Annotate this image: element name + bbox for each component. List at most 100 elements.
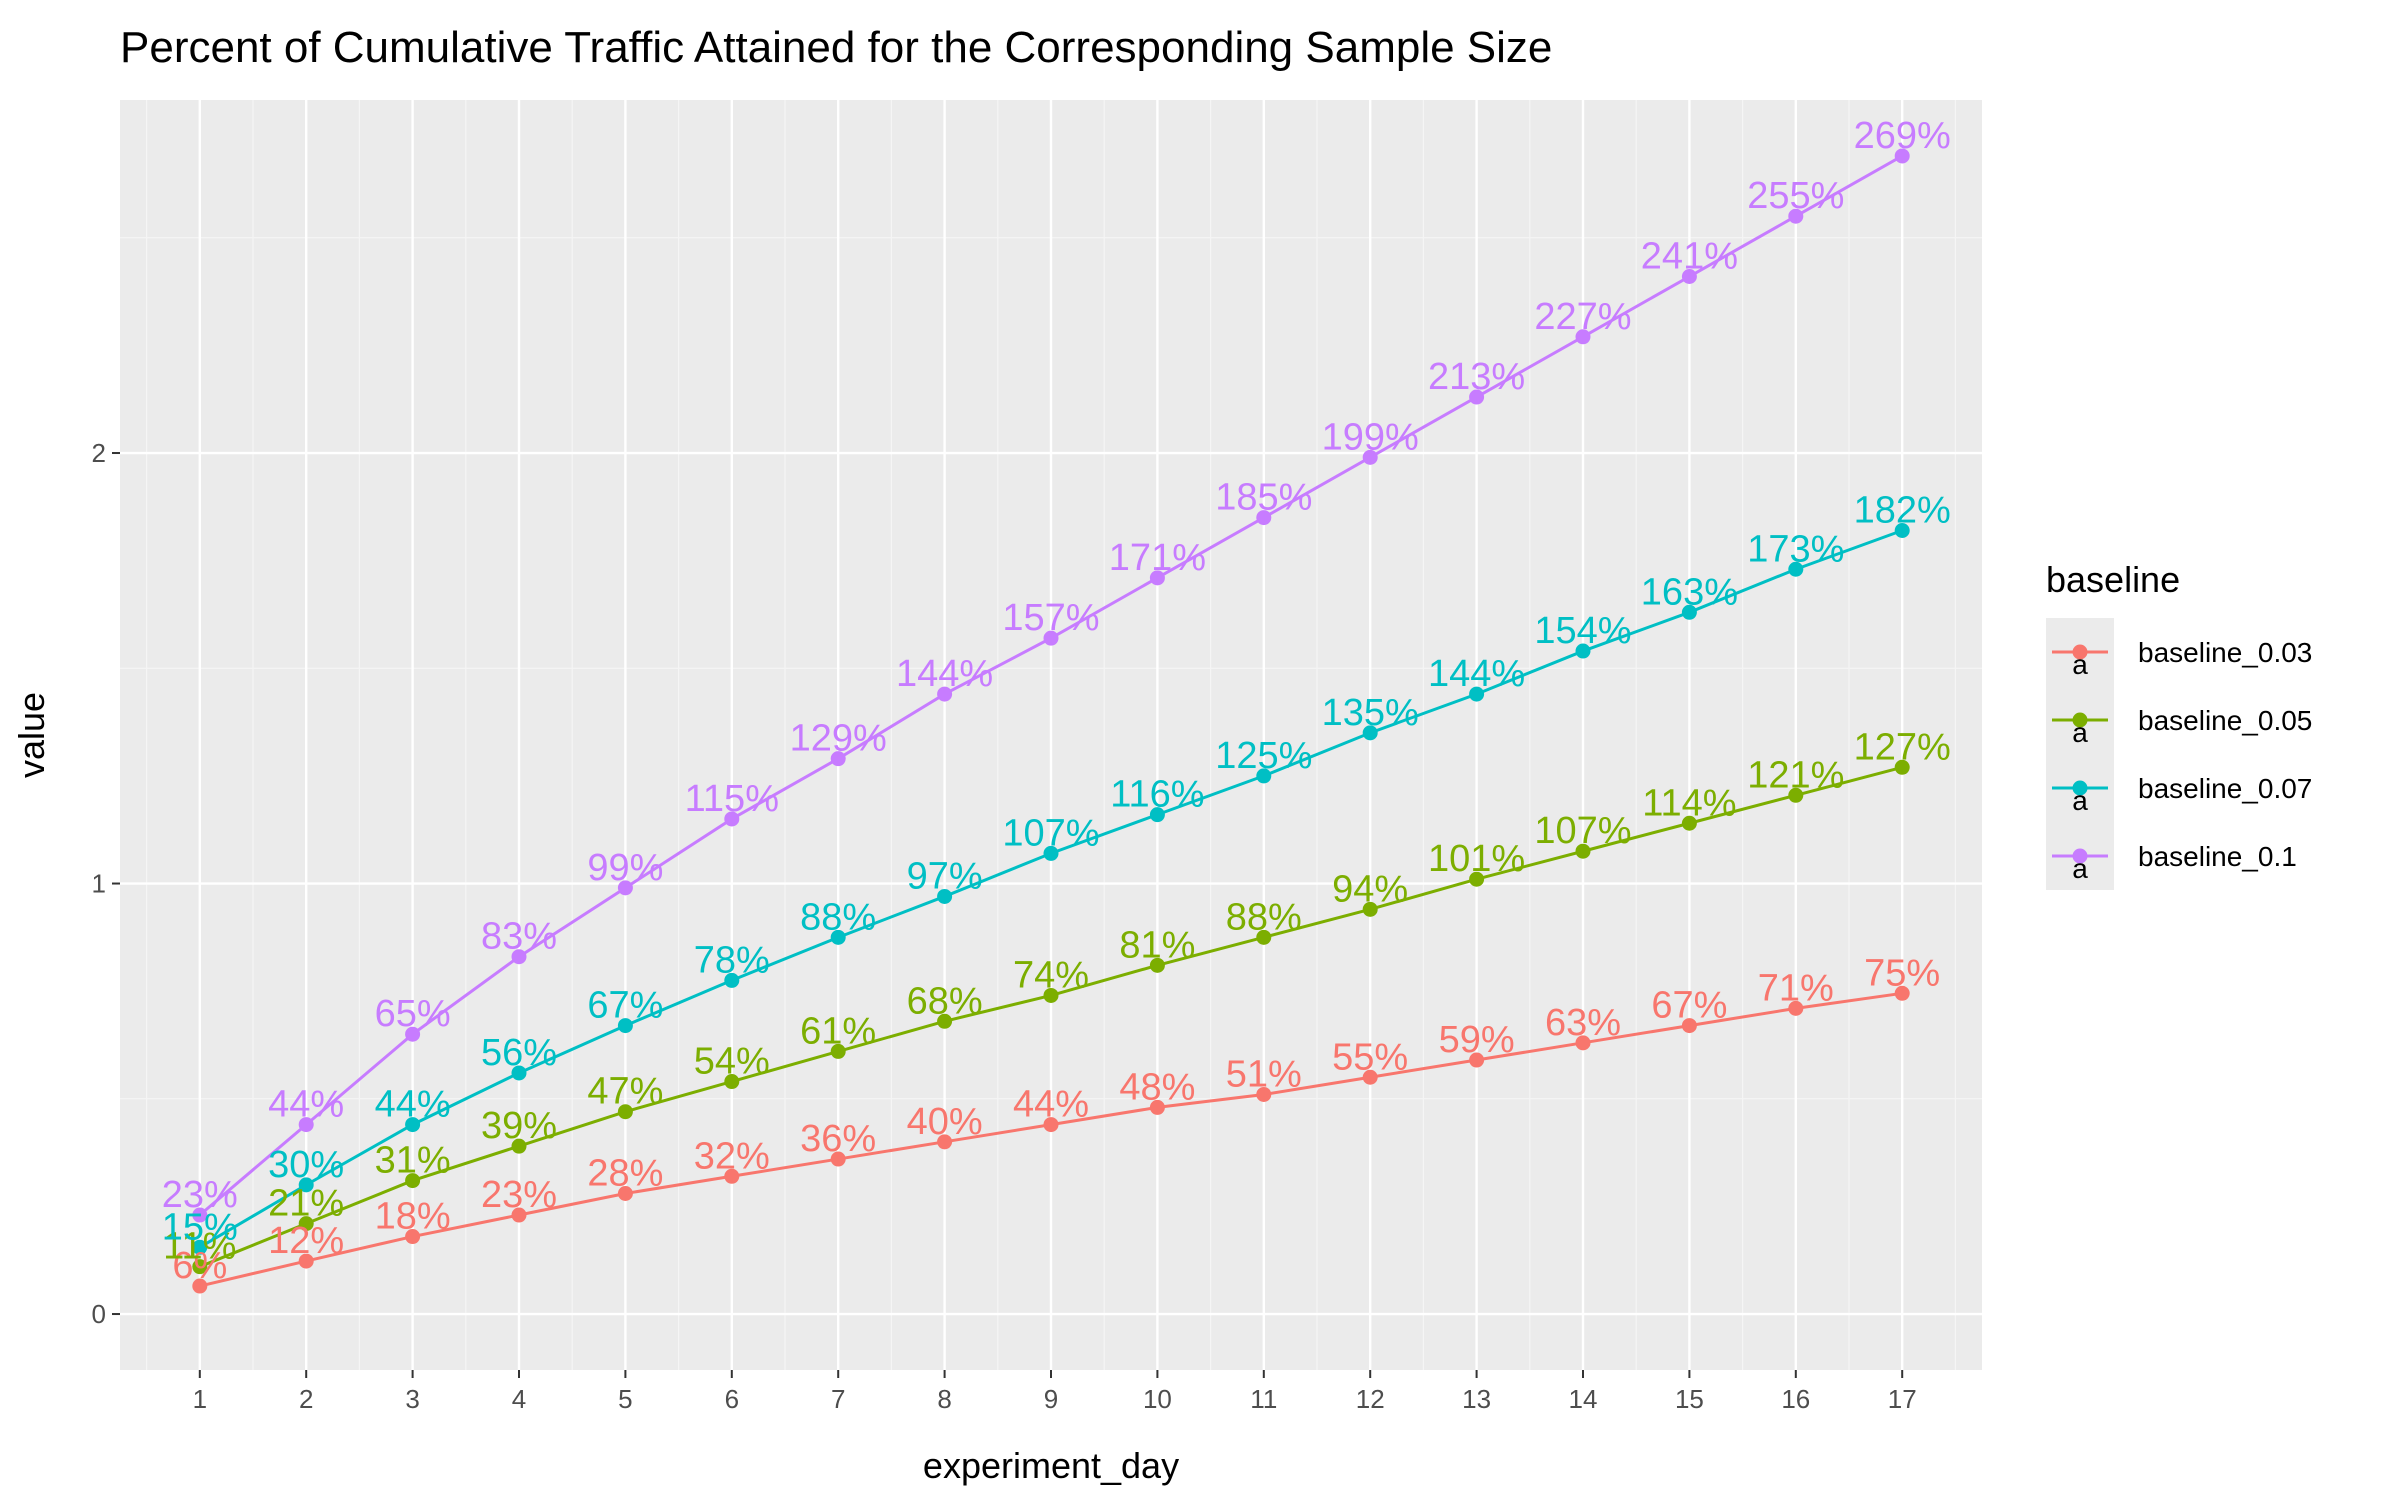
data-point-baseline-0-05 bbox=[1043, 987, 1059, 1003]
data-label-baseline-0-07: 15% bbox=[162, 1206, 238, 1248]
data-point-baseline-0-07 bbox=[1575, 643, 1591, 659]
legend-item-baseline-0-07: a baseline_0.07 bbox=[2046, 754, 2312, 822]
x-tick-label: 10 bbox=[1143, 1384, 1172, 1414]
data-point-baseline-0-05 bbox=[1469, 871, 1485, 887]
data-point-baseline-0-03 bbox=[511, 1207, 527, 1223]
data-label-baseline-0-1: 227% bbox=[1534, 296, 1631, 338]
data-label-baseline-0-03: 23% bbox=[481, 1174, 557, 1216]
legend-item-baseline-0-03: a baseline_0.03 bbox=[2046, 618, 2312, 686]
data-point-baseline-0-03 bbox=[830, 1151, 846, 1167]
data-label-baseline-0-03: 6% bbox=[172, 1245, 227, 1287]
data-point-baseline-0-1 bbox=[511, 949, 527, 965]
data-label-baseline-0-05: 81% bbox=[1119, 924, 1195, 966]
data-label-baseline-0-05: 47% bbox=[587, 1071, 663, 1113]
data-point-baseline-0-05 bbox=[937, 1013, 953, 1029]
data-point-baseline-0-07 bbox=[1894, 523, 1910, 539]
data-point-baseline-0-03 bbox=[1149, 1099, 1165, 1115]
data-label-baseline-0-03: 55% bbox=[1332, 1036, 1408, 1078]
data-label-baseline-0-03: 51% bbox=[1226, 1053, 1302, 1095]
data-label-baseline-0-07: 173% bbox=[1747, 528, 1844, 570]
legend-key-glyph-baseline-0-07: a bbox=[2072, 785, 2088, 816]
data-point-baseline-0-07 bbox=[1788, 561, 1804, 577]
data-point-baseline-0-05 bbox=[405, 1173, 421, 1189]
data-label-baseline-0-1: 83% bbox=[481, 916, 557, 958]
data-point-baseline-0-1 bbox=[298, 1117, 314, 1133]
legend-item-baseline-0-1: a baseline_0.1 bbox=[2046, 822, 2297, 890]
data-point-baseline-0-03 bbox=[724, 1168, 740, 1184]
legend-label-baseline-0-03: baseline_0.03 bbox=[2138, 637, 2312, 668]
data-label-baseline-0-07: 116% bbox=[1110, 774, 1204, 816]
data-label-baseline-0-05: 121% bbox=[1747, 754, 1844, 796]
data-point-baseline-0-03 bbox=[1575, 1035, 1591, 1051]
legend-key-point-baseline-0-05 bbox=[2072, 712, 2088, 728]
grid-major bbox=[120, 100, 1982, 1370]
data-label-baseline-0-1: 269% bbox=[1854, 115, 1951, 157]
data-point-baseline-0-1 bbox=[1043, 630, 1059, 646]
legend-title: baseline bbox=[2046, 559, 2180, 600]
data-point-baseline-0-07 bbox=[1469, 686, 1485, 702]
data-label-baseline-0-03: 71% bbox=[1758, 967, 1834, 1009]
data-point-baseline-0-1 bbox=[1681, 269, 1697, 285]
data-label-baseline-0-1: 199% bbox=[1322, 416, 1419, 458]
data-label-baseline-0-03: 63% bbox=[1545, 1002, 1621, 1044]
data-point-baseline-0-03 bbox=[1043, 1117, 1059, 1133]
data-label-baseline-0-07: 154% bbox=[1534, 610, 1631, 652]
data-label-baseline-0-1: 255% bbox=[1747, 175, 1844, 217]
data-point-baseline-0-05 bbox=[1256, 929, 1272, 945]
data-point-baseline-0-1 bbox=[1788, 208, 1804, 224]
legend-label-baseline-0-07: baseline_0.07 bbox=[2138, 773, 2312, 804]
x-tick-label: 7 bbox=[831, 1384, 845, 1414]
data-point-baseline-0-1 bbox=[1894, 148, 1910, 164]
data-label-baseline-0-05: 94% bbox=[1332, 868, 1408, 910]
x-tick-label: 14 bbox=[1569, 1384, 1598, 1414]
data-label-baseline-0-07: 44% bbox=[375, 1084, 451, 1126]
data-point-baseline-0-07 bbox=[405, 1117, 421, 1133]
data-point-baseline-0-05 bbox=[1681, 815, 1697, 831]
x-tick-label: 4 bbox=[512, 1384, 526, 1414]
legend: baseline a baseline_0.03a baseline_0.05a ba… bbox=[2046, 559, 2312, 890]
data-point-baseline-0-05 bbox=[1894, 759, 1910, 775]
x-axis-tick-labels: 1 2 3 4 5 6 7 8 9 10 11 12 13 14 15 16 17 bbox=[193, 1384, 1917, 1414]
data-label-baseline-0-05: 11% bbox=[163, 1226, 236, 1268]
data-point-baseline-0-03 bbox=[405, 1229, 421, 1245]
data-point-baseline-0-05 bbox=[1788, 787, 1804, 803]
x-tick-label: 12 bbox=[1356, 1384, 1385, 1414]
data-label-baseline-0-07: 163% bbox=[1641, 571, 1738, 613]
data-point-baseline-0-07 bbox=[298, 1177, 314, 1193]
data-point-baseline-0-1 bbox=[1256, 510, 1272, 526]
data-label-baseline-0-05: 21% bbox=[268, 1183, 344, 1225]
data-point-baseline-0-07 bbox=[617, 1018, 633, 1034]
data-label-baseline-0-07: 56% bbox=[481, 1032, 557, 1074]
data-label-baseline-0-05: 127% bbox=[1854, 726, 1951, 768]
data-point-baseline-0-07 bbox=[192, 1239, 208, 1255]
data-label-baseline-0-03: 28% bbox=[587, 1152, 663, 1194]
data-point-baseline-0-07 bbox=[830, 929, 846, 945]
data-point-baseline-0-1 bbox=[937, 686, 953, 702]
data-label-baseline-0-1: 129% bbox=[790, 718, 887, 760]
data-point-baseline-0-03 bbox=[1469, 1052, 1485, 1068]
data-label-baseline-0-1: 157% bbox=[1002, 597, 1099, 639]
x-tick-label: 9 bbox=[1044, 1384, 1058, 1414]
data-label-baseline-0-1: 185% bbox=[1215, 477, 1312, 519]
data-label-baseline-0-1: 241% bbox=[1641, 236, 1738, 278]
data-label-baseline-0-03: 32% bbox=[694, 1135, 770, 1177]
legend-key-point-baseline-0-1 bbox=[2072, 848, 2088, 864]
data-point-baseline-0-03 bbox=[937, 1134, 953, 1150]
data-point-baseline-0-05 bbox=[1362, 901, 1378, 917]
data-point-baseline-0-03 bbox=[1681, 1018, 1697, 1034]
legend-label-baseline-0-1: baseline_0.1 bbox=[2138, 841, 2297, 872]
x-tick-label: 13 bbox=[1462, 1384, 1491, 1414]
x-tick-label: 15 bbox=[1675, 1384, 1704, 1414]
y-tick-label: 1 bbox=[92, 869, 106, 899]
data-label-baseline-0-03: 48% bbox=[1119, 1066, 1195, 1108]
data-label-baseline-0-05: 39% bbox=[481, 1105, 557, 1147]
legend-key-point-baseline-0-07 bbox=[2072, 780, 2088, 796]
legend-key-glyph-baseline-0-03: a bbox=[2072, 649, 2088, 680]
x-tick-label: 1 bbox=[193, 1384, 207, 1414]
legend-key-glyph-baseline-0-1: a bbox=[2072, 853, 2088, 884]
data-point-baseline-0-05 bbox=[1149, 957, 1165, 973]
y-axis-tick-labels: 0 1 2 bbox=[92, 438, 106, 1329]
data-label-baseline-0-05: 61% bbox=[800, 1010, 876, 1052]
legend-key-point-baseline-0-03 bbox=[2072, 644, 2088, 660]
